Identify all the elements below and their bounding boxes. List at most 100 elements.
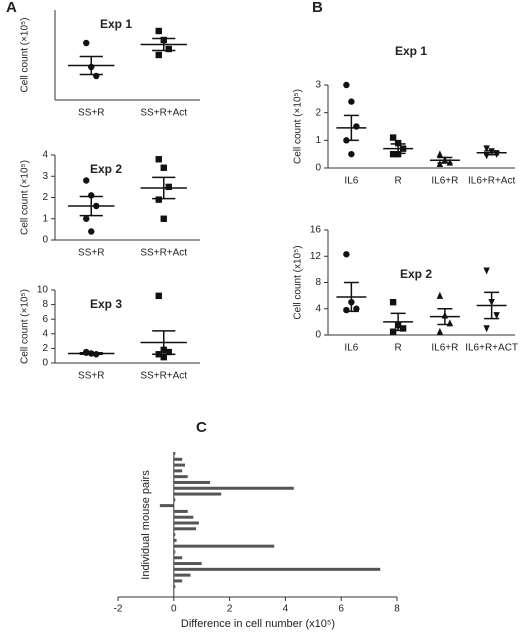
x-tick-label: IL6+R+Act — [468, 176, 515, 187]
chart-title: Exp 1 — [395, 44, 427, 58]
point — [483, 325, 490, 333]
x-tick-label: SS+R+Act — [140, 108, 187, 119]
point — [165, 183, 172, 191]
x-tick-label: 8 — [394, 604, 400, 615]
x-tick-label: 6 — [338, 604, 344, 615]
x-tick-label: -2 — [114, 604, 123, 615]
bar — [173, 521, 199, 525]
point — [446, 158, 454, 166]
point — [389, 298, 397, 306]
bar — [173, 527, 197, 531]
bar — [173, 463, 185, 467]
bar — [173, 475, 188, 479]
chart-title: Exp 3 — [90, 297, 122, 311]
y-tick-label: 8 — [42, 299, 48, 310]
y-axis-label: Cell count (×10⁵) — [20, 289, 31, 364]
bar — [173, 457, 183, 461]
y-tick-label: 2 — [42, 192, 48, 203]
point — [348, 150, 355, 158]
point — [155, 196, 162, 203]
point — [343, 81, 350, 89]
x-tick-label: IL6+R — [431, 176, 458, 187]
bar — [173, 492, 222, 496]
point — [155, 292, 162, 300]
point — [436, 327, 444, 335]
bar — [173, 567, 381, 571]
x-tick-label: R — [395, 343, 402, 354]
y-axis-label: Individual mouse pairs — [140, 470, 152, 580]
panel-label: A — [6, 0, 17, 16]
point — [160, 353, 167, 361]
chart-title: Exp 1 — [100, 17, 132, 31]
y-tick-label: 8 — [315, 277, 321, 288]
point — [483, 145, 490, 153]
x-tick-label: SS+R+Act — [140, 371, 187, 382]
bar — [173, 579, 183, 583]
x-tick-label: 4 — [283, 604, 289, 615]
x-tick-label: 0 — [171, 604, 177, 615]
y-tick-label: 3 — [42, 171, 48, 182]
x-tick-label: IL6+R+ACT — [465, 343, 518, 354]
point — [389, 134, 397, 141]
bar — [173, 544, 275, 548]
bar — [173, 515, 194, 519]
point — [343, 251, 350, 258]
point — [394, 139, 402, 147]
bar — [173, 585, 176, 589]
bar — [173, 550, 176, 554]
y-tick-label: 0 — [315, 163, 321, 174]
point — [348, 98, 355, 105]
bar — [173, 509, 188, 513]
y-tick-label: 0 — [315, 330, 321, 341]
point — [165, 45, 172, 53]
y-tick-label: 1 — [42, 213, 48, 224]
y-tick-label: 4 — [42, 150, 48, 161]
panel-label: C — [196, 419, 207, 436]
y-tick-label: 16 — [310, 225, 322, 236]
point — [160, 164, 167, 171]
y-tick-label: 0 — [42, 235, 48, 246]
y-tick-label: 4 — [42, 328, 48, 339]
point — [389, 150, 397, 158]
point — [343, 306, 350, 314]
x-tick-label: SS+R+Act — [140, 248, 187, 259]
bar — [173, 469, 183, 473]
y-axis-label: Cell count (x10⁵) — [293, 245, 304, 319]
point — [160, 215, 167, 222]
bar — [173, 556, 183, 560]
point — [353, 123, 360, 130]
y-tick-label: 3 — [315, 80, 321, 91]
point — [83, 39, 90, 47]
point — [446, 319, 454, 327]
bar — [173, 486, 294, 490]
chart-title: Exp 2 — [400, 267, 432, 281]
y-tick-label: 2 — [315, 107, 321, 118]
x-tick-label: IL6 — [344, 343, 358, 354]
point — [436, 291, 444, 299]
bar — [173, 498, 176, 502]
chart-title: Exp 2 — [90, 162, 122, 176]
point — [353, 305, 360, 312]
y-tick-label: 4 — [315, 303, 321, 314]
y-axis-label: Cell count (×10⁵) — [293, 89, 304, 164]
point — [399, 325, 407, 332]
point — [493, 312, 500, 320]
point — [394, 150, 402, 158]
x-tick-label: SS+R — [78, 108, 104, 119]
x-tick-label: 2 — [227, 604, 233, 615]
point — [483, 267, 490, 275]
x-tick-label: SS+R — [78, 248, 104, 259]
y-axis-label: Cell count (×10⁵) — [20, 160, 31, 235]
y-tick-label: 0 — [42, 358, 48, 369]
panel-label: B — [312, 0, 323, 16]
point — [389, 328, 397, 335]
bar — [173, 480, 211, 484]
y-tick-label: 10 — [37, 285, 49, 296]
y-tick-label: 1 — [315, 135, 321, 146]
x-tick-label: IL6 — [344, 176, 358, 187]
point — [88, 228, 95, 235]
bar — [173, 533, 176, 537]
x-tick-label: R — [395, 176, 402, 187]
point — [155, 156, 162, 163]
bar — [173, 538, 177, 542]
